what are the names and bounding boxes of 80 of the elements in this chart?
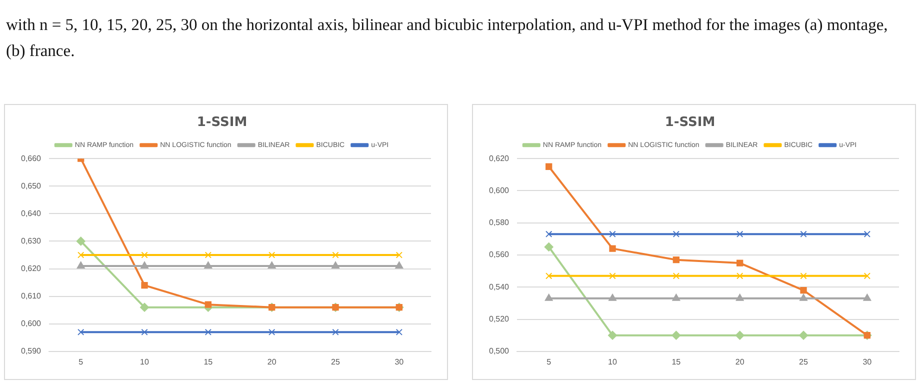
point xyxy=(204,262,212,269)
point xyxy=(672,330,681,340)
text: with n = 5, 10, 15, 20, 25, 30 on the horizontal axis, bilinear and bicubic interpolation, and u-VPI method for the images (a) montage, (b) france. xyxy=(6,14,889,62)
x-tick-label: 5 xyxy=(546,357,552,366)
point xyxy=(800,272,807,280)
chart-title: 1-SSIM xyxy=(196,115,248,130)
point xyxy=(544,294,553,301)
point xyxy=(332,328,339,336)
y-tick-label: 0,500 xyxy=(488,346,510,356)
y-tick-label: 0,580 xyxy=(488,218,510,228)
x-tick-label: 20 xyxy=(735,357,745,366)
point xyxy=(546,272,552,280)
y-tick-label: 0,520 xyxy=(488,314,510,324)
point xyxy=(204,301,212,308)
point xyxy=(76,262,85,269)
point xyxy=(268,252,276,258)
point xyxy=(609,245,616,252)
point xyxy=(736,260,744,266)
point xyxy=(396,328,402,336)
chart-title: 1-SSIM xyxy=(664,115,716,130)
point xyxy=(608,330,618,340)
x-tick-label: 10 xyxy=(608,357,618,366)
point xyxy=(204,252,212,258)
y-tick-label: 0,600 xyxy=(488,186,510,195)
y-tick-label: 0,590 xyxy=(20,346,42,356)
point xyxy=(609,272,616,280)
point xyxy=(864,272,870,280)
x-tick-label: 25 xyxy=(331,357,340,366)
point xyxy=(863,294,872,301)
point xyxy=(78,252,84,258)
point xyxy=(546,230,552,238)
point xyxy=(736,294,744,301)
y-tick-label: 0,620 xyxy=(20,264,42,273)
point xyxy=(395,262,404,269)
point xyxy=(735,330,744,340)
point xyxy=(268,328,276,336)
y-tick-label: 0,620 xyxy=(488,154,510,163)
point xyxy=(672,230,680,238)
point xyxy=(864,230,870,238)
point xyxy=(332,262,340,269)
x-tick-label: 15 xyxy=(204,357,214,366)
y-tick-label: 0,630 xyxy=(20,236,42,246)
point xyxy=(141,282,148,289)
x-tick-label: 30 xyxy=(862,357,872,366)
point xyxy=(140,262,148,269)
y-tick-label: 0,640 xyxy=(20,208,42,218)
y-tick-label: 0,600 xyxy=(20,319,42,328)
y-tick-label: 0,660 xyxy=(20,154,42,163)
point xyxy=(672,256,680,264)
point xyxy=(672,272,680,280)
point xyxy=(800,294,808,301)
point xyxy=(141,328,148,336)
point xyxy=(544,242,554,252)
point xyxy=(332,252,339,258)
point xyxy=(140,302,150,312)
y-tick-label: 0,610 xyxy=(20,292,42,301)
point xyxy=(609,230,616,238)
y-tick-label: 0,650 xyxy=(20,181,42,190)
x-tick-label: 15 xyxy=(672,357,682,366)
x-tick-label: 5 xyxy=(78,357,84,366)
y-tick-label: 0,560 xyxy=(488,250,510,260)
point xyxy=(546,163,552,170)
point xyxy=(672,294,680,301)
point xyxy=(799,330,808,340)
point xyxy=(800,230,807,238)
point xyxy=(736,230,744,238)
point xyxy=(76,236,86,246)
x-tick-label: 30 xyxy=(394,357,404,366)
point xyxy=(204,328,212,336)
x-tick-label: 10 xyxy=(140,357,150,366)
y-tick-label: 0,540 xyxy=(488,282,510,292)
point xyxy=(396,252,402,258)
point xyxy=(268,262,276,269)
point xyxy=(800,287,807,294)
point xyxy=(141,252,148,258)
x-tick-label: 25 xyxy=(799,357,808,366)
point xyxy=(78,328,84,336)
x-tick-label: 20 xyxy=(267,357,277,366)
point xyxy=(736,272,744,280)
point xyxy=(608,294,616,301)
